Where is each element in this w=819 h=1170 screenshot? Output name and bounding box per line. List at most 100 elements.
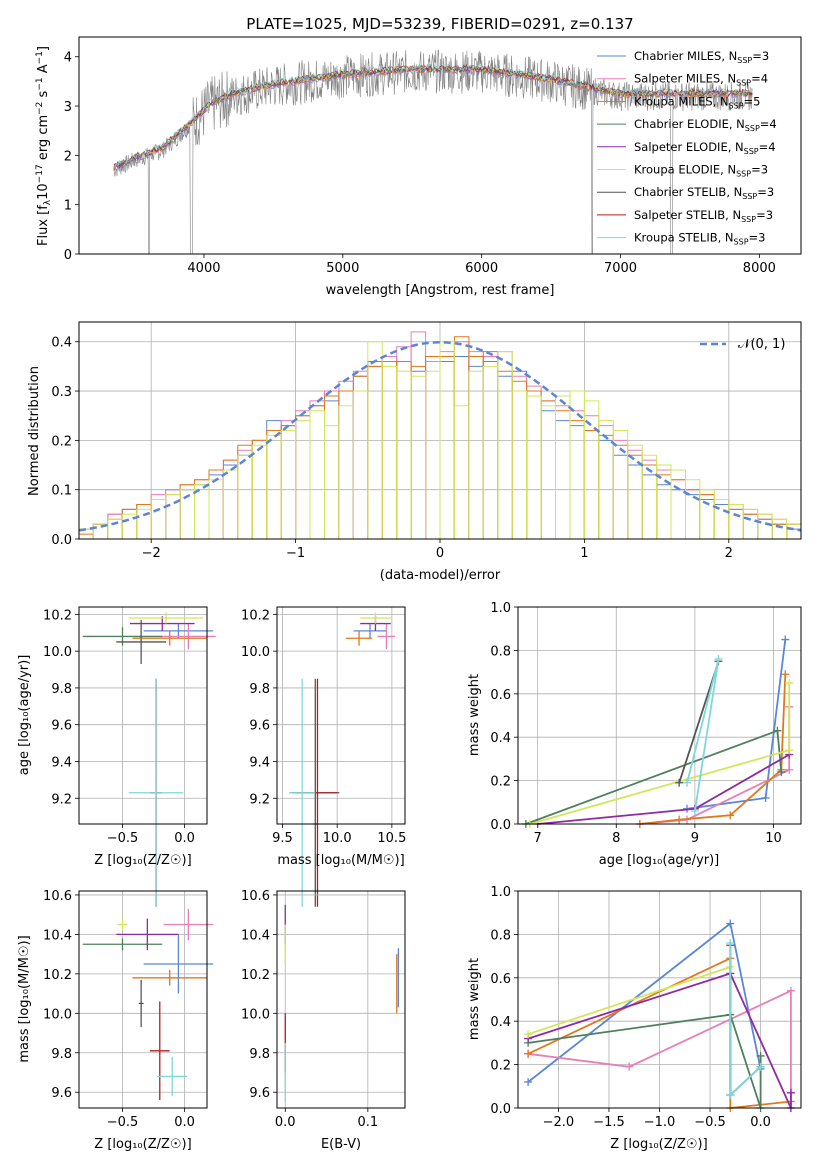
spectrum-ytick-label-0: 0 <box>64 248 72 263</box>
weight-vs-z-ytick-label-4: 0.8 <box>490 928 511 943</box>
histogram-bar-2-24 <box>425 356 441 539</box>
histogram-bar-1-47 <box>757 513 773 539</box>
histogram-bar-1-23 <box>410 331 427 539</box>
histogram-bar-0-33 <box>555 420 571 539</box>
histogram-bar-2-28 <box>482 351 499 539</box>
histogram-panel: −2 −1 0 1 2 0.0 0.1 0.2 0.3 0.4 <box>51 321 802 561</box>
age-vs-mass-xtick-label-0: 9.5 <box>272 831 293 846</box>
histogram-bar-0-27 <box>468 365 484 539</box>
histogram-bar-3-9 <box>208 479 224 539</box>
mass-vs-z-ylabel: mass [log₁₀(M/M☉)] <box>17 935 32 1062</box>
mass-vs-z-ytick-label-5: 10.6 <box>43 889 72 904</box>
age-vs-mass-xtick-label-1: 10.0 <box>323 831 352 846</box>
histogram-bar-0-44 <box>713 504 730 539</box>
histogram-bar-3-28 <box>482 365 499 539</box>
histogram-bar-1-5 <box>150 494 167 539</box>
spectrum-xtick-label-1: 5000 <box>326 261 359 276</box>
weight-vs-z-ylabel: mass weight <box>467 958 482 1040</box>
mass-vs-ebv-ytick-label-2: 10.0 <box>241 1007 270 1022</box>
histogram-bar-2-25 <box>439 356 455 539</box>
weight-vs-z-point-0-0 <box>524 1077 533 1086</box>
histogram-bar-3-43 <box>699 489 715 539</box>
weight-vs-z-point-3-3 <box>756 1051 765 1060</box>
histogram-bar-2-14 <box>280 425 297 539</box>
histogram-bar-2-39 <box>641 464 658 539</box>
weight-vs-z-ytick-label-1: 0.2 <box>490 1059 511 1074</box>
histogram-bar-3-42 <box>685 479 701 539</box>
histogram-bar-0-2 <box>107 513 123 539</box>
histogram-bar-3-14 <box>280 430 297 539</box>
histogram-bar-1-17 <box>324 390 340 539</box>
histogram-bar-0-25 <box>439 361 455 539</box>
weight-vs-z-ytick-label-5: 1.0 <box>490 885 511 900</box>
age-vs-mass-ytick-label-3: 9.8 <box>249 682 270 697</box>
spectrum-legend-label-6: Chabrier STELIB, NSSP=3 <box>634 185 774 201</box>
histogram-bar-1-6 <box>165 489 181 539</box>
spectrum-xtick-label-0: 4000 <box>187 261 220 276</box>
mass-vs-ebv-frame <box>276 890 406 1109</box>
histogram-bar-3-48 <box>771 518 788 539</box>
spectrum-xtick-label-2: 6000 <box>465 261 498 276</box>
histogram-bar-0-11 <box>237 454 253 539</box>
spectrum-panel: 4000 5000 6000 7000 8000 0 1 2 3 4 <box>64 36 802 276</box>
weight-vs-z-line-1 <box>527 989 792 1108</box>
histogram-bar-2-21 <box>381 361 398 539</box>
histogram-bar-0-13 <box>266 420 282 539</box>
histogram-xtick-label-4: 2 <box>725 546 733 561</box>
histogram-bar-3-15 <box>295 420 311 539</box>
histogram-bar-1-8 <box>194 479 210 539</box>
histogram-bar-2-23 <box>410 365 427 539</box>
weight-vs-z-ytick-label-3: 0.6 <box>490 972 511 987</box>
histogram-xtick-label-2: 0 <box>436 546 444 561</box>
histogram-bar-0-9 <box>208 474 224 539</box>
weight-vs-z-point-2-0 <box>524 1049 533 1058</box>
histogram-bar-0-22 <box>396 361 412 539</box>
weight-vs-age-xlabel: age [log₁₀(age/yr)] <box>599 853 720 868</box>
weight-vs-z-point-1-2 <box>786 986 795 995</box>
age-vs-z-xlabel: Z [log₁₀(Z/Z☉)] <box>94 853 191 868</box>
histogram-bar-2-29 <box>497 370 513 539</box>
age-vs-z-ytick-label-2: 9.6 <box>51 719 72 734</box>
mass-vs-ebv-gridlines <box>277 891 405 1108</box>
spectrum-legend-label-2: Kroupa MILES, NSSP=5 <box>634 94 760 110</box>
spectrum-legend-label-0: Chabrier MILES, NSSP=3 <box>634 49 769 65</box>
histogram-bar-1-16 <box>309 400 325 539</box>
histogram-bar-2-22 <box>396 361 412 539</box>
age-vs-z-panel: −0.5 0.0 9.2 9.4 9.6 9.8 10.0 10.2 <box>43 606 216 907</box>
histogram-bar-0-34 <box>569 425 585 539</box>
histogram-bar-2-19 <box>352 375 369 539</box>
histogram-bar-1-2 <box>107 513 123 539</box>
weight-vs-age-point-7-0 <box>683 778 692 787</box>
histogram-bar-3-5 <box>150 499 167 539</box>
weight-vs-age-ytick-label-4: 0.8 <box>490 644 511 659</box>
weight-vs-age-point-2-1 <box>675 815 684 824</box>
age-vs-z-ytick-label-3: 9.8 <box>51 682 72 697</box>
spectrum-model-line-8 <box>113 62 753 169</box>
histogram-bar-3-27 <box>468 370 484 539</box>
histogram-bar-3-34 <box>569 390 585 539</box>
mass-vs-ebv-ytick-label-0: 9.6 <box>249 1086 270 1101</box>
age-vs-mass-xtick-label-2: 10.5 <box>377 831 406 846</box>
histogram-xtick-label-3: 1 <box>580 546 588 561</box>
weight-vs-age-ytick-label-5: 1.0 <box>490 601 511 616</box>
age-vs-z-frame <box>78 606 208 825</box>
histogram-bar-3-24 <box>425 370 441 539</box>
histogram-frame <box>78 321 802 540</box>
histogram-bar-3-31 <box>526 395 542 539</box>
histogram-bar-3-44 <box>713 499 730 539</box>
histogram-ytick-label-1: 0.1 <box>51 484 72 499</box>
mass-vs-z-ytick-label-4: 10.4 <box>43 928 72 943</box>
age-vs-mass-gridlines <box>277 607 405 824</box>
histogram-bar-3-38 <box>627 444 643 539</box>
histogram-bar-1-28 <box>482 356 499 539</box>
weight-vs-age-line-4 <box>537 753 790 825</box>
weight-vs-age-line-3 <box>525 729 783 825</box>
histogram-bar-1-27 <box>468 351 484 539</box>
mass-vs-ebv-xtick-label-1: 0.1 <box>357 1115 378 1130</box>
normal-legend-label: 𝒩(0, 1) <box>738 337 785 352</box>
spectrum-ytick-label-3: 3 <box>64 100 72 115</box>
mass-vs-z-panel: −0.5 0.0 9.6 9.8 10.0 10.2 10.4 10.6 <box>43 889 214 1130</box>
histogram-bar-3-22 <box>396 370 412 539</box>
histogram-bar-1-48 <box>771 518 788 539</box>
